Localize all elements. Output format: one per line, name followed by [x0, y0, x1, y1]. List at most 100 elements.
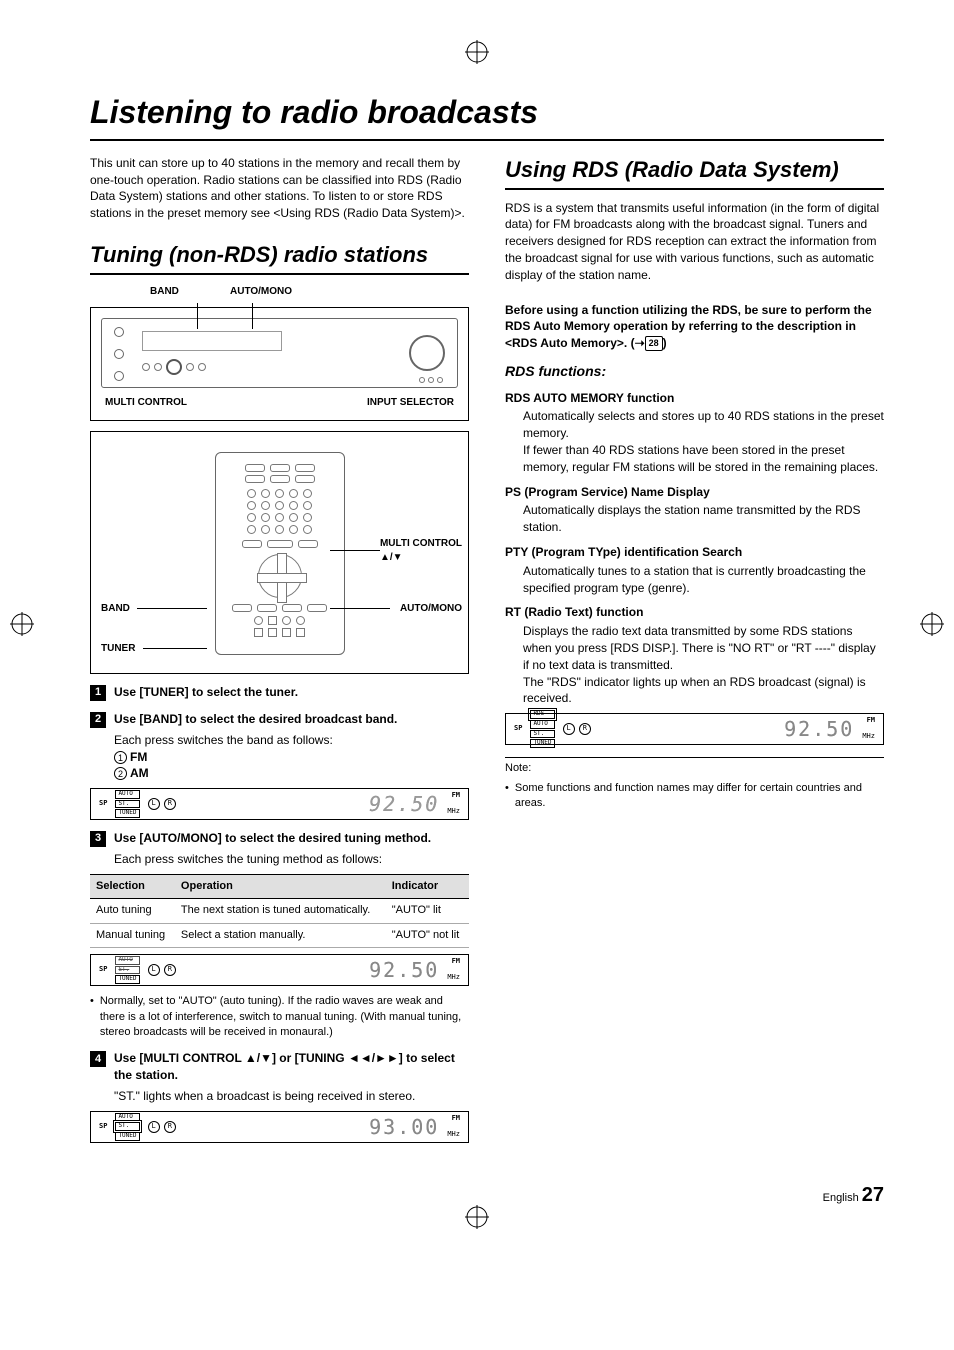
table-row: Auto tuning The next station is tuned au… [90, 899, 469, 923]
step-num-1: 1 [90, 685, 106, 701]
lcd-auto-3: AUTO [115, 1113, 139, 1122]
lcd-fm: FM [452, 791, 460, 801]
lcd-r-r: R [579, 723, 591, 735]
tuning-note-text: Normally, set to "AUTO" (auto tuning). I… [100, 994, 469, 1040]
footer-lang: English [823, 1192, 859, 1204]
func-pty-title: PTY (Program TYpe) identification Search [505, 544, 884, 561]
lcd-sp: SP [99, 799, 107, 809]
crop-mark-left [10, 612, 34, 636]
rds-functions-heading: RDS functions: [505, 362, 884, 382]
table-row: Manual tuning Select a station manually.… [90, 923, 469, 947]
lcd-st-3: ST. [115, 1122, 139, 1131]
rds-note: • Some functions and function names may … [505, 781, 884, 812]
func-ps-title: PS (Program Service) Name Display [505, 484, 884, 501]
lcd-tuned-r: TUNED [530, 739, 554, 748]
lcd-st: ST. [115, 800, 139, 809]
lcd-sp-r: SP [514, 724, 522, 734]
step-num-2: 2 [90, 712, 106, 728]
step-2-body-text: Each press switches the band as follows: [114, 733, 333, 747]
step-2: 2 Use [BAND] to select the desired broad… [90, 711, 469, 728]
lcd-fm-3: FM [452, 1114, 460, 1124]
crop-mark-bottom [465, 1205, 489, 1229]
lcd-display-2: SP AUTO ST. TUNED LR 92.50 FMMHz [90, 954, 469, 986]
td-manual-ind: "AUTO" not lit [386, 923, 469, 947]
lcd-r: R [164, 798, 176, 810]
lcd-sp-2: SP [99, 965, 107, 975]
label-auto-mono2: AUTO/MONO [400, 602, 462, 616]
rds-before-a: Before using a function utilizing the RD… [505, 303, 872, 351]
section-rds: Using RDS (Radio Data System) [505, 155, 884, 190]
intro-text: This unit can store up to 40 stations in… [90, 155, 469, 222]
step-4-text: Use [MULTI CONTROL ▲/▼] or [TUNING ◄◄/►►… [114, 1050, 469, 1084]
lcd-st-off: ST. [115, 966, 139, 975]
label-band: BAND [150, 285, 179, 299]
label-multi-control-arrows: MULTI CONTROL ▲/▼ [380, 537, 462, 565]
rds-before: Before using a function utilizing the RD… [505, 302, 884, 352]
lcd-st-r: ST. [530, 730, 554, 739]
note-heading: Note: [505, 757, 884, 776]
receiver-diagram: MULTI CONTROL INPUT SELECTOR [90, 307, 469, 421]
step-4: 4 Use [MULTI CONTROL ▲/▼] or [TUNING ◄◄/… [90, 1050, 469, 1084]
lcd-mhz-r: MHz [862, 732, 875, 742]
lcd-r-3: R [164, 1121, 176, 1133]
lcd-tuned: TUNED [115, 809, 139, 818]
lcd-display-3: SP AUTO ST. TUNED LR 93.00 FMMHz [90, 1111, 469, 1143]
th-operation: Operation [175, 874, 386, 898]
td-auto-ind: "AUTO" lit [386, 899, 469, 923]
label-input-selector: INPUT SELECTOR [367, 396, 454, 410]
th-selection: Selection [90, 874, 175, 898]
section-tuning: Tuning (non-RDS) radio stations [90, 240, 469, 275]
circled-2: 2 [114, 767, 127, 780]
page-title: Listening to radio broadcasts [90, 90, 884, 141]
lcd-l: L [148, 798, 160, 810]
lcd-freq-r: 92.50 [784, 715, 854, 743]
remote-diagram: MULTI CONTROL ▲/▼ BAND AUTO/MONO TUNER [90, 431, 469, 674]
label-tuner: TUNER [101, 642, 135, 656]
crop-mark-top [465, 40, 489, 64]
step-2-text: Use [BAND] to select the desired broadca… [114, 711, 397, 728]
rds-before-b: ) [663, 336, 667, 350]
crop-mark-right [920, 612, 944, 636]
step-num-4: 4 [90, 1051, 106, 1067]
func-rt-title: RT (Radio Text) function [505, 604, 884, 621]
receiver-body [101, 318, 458, 388]
lcd-auto: AUTO [115, 790, 139, 799]
step-1-text: Use [TUNER] to select the tuner. [114, 684, 298, 701]
lcd-mhz-2: MHz [447, 973, 460, 983]
func-rt-body: Displays the radio text data transmitted… [523, 623, 884, 707]
rds-note-text: Some functions and function names may di… [515, 781, 884, 812]
page-ref-28: 28 [645, 336, 663, 351]
step-3: 3 Use [AUTO/MONO] to select the desired … [90, 830, 469, 847]
tuning-note: • Normally, set to "AUTO" (auto tuning).… [90, 994, 469, 1040]
lcd-freq-2: 92.50 [369, 956, 439, 984]
lcd-tuned-3: TUNED [115, 1132, 139, 1141]
label-band2: BAND [101, 602, 130, 616]
func-auto-memory-body: Automatically selects and stores up to 4… [523, 408, 884, 475]
lcd-display-1: SP AUTO ST. TUNED LR 92.50 FMMHz [90, 788, 469, 820]
footer-page-num: 27 [862, 1184, 884, 1206]
left-column: This unit can store up to 40 stations in… [90, 155, 469, 1151]
lcd-auto-off: AUTO [115, 956, 139, 965]
td-manual-op: Select a station manually. [175, 923, 386, 947]
lcd-mhz-3: MHz [447, 1130, 460, 1140]
receiver-diagram-wrap: BAND AUTO/MONO [90, 285, 469, 421]
step-3-text: Use [AUTO/MONO] to select the desired tu… [114, 830, 431, 847]
lcd-l-3: L [148, 1121, 160, 1133]
lcd-fm-r: FM [867, 716, 875, 726]
circled-1: 1 [114, 751, 127, 764]
td-auto-op: The next station is tuned automatically. [175, 899, 386, 923]
step-2-body: Each press switches the band as follows:… [114, 732, 469, 782]
lcd-tuned-2: TUNED [115, 975, 139, 984]
label-auto-mono: AUTO/MONO [230, 285, 292, 299]
func-pty-body: Automatically tunes to a station that is… [523, 563, 884, 597]
remote-body [215, 452, 345, 655]
lcd-freq-3: 93.00 [369, 1113, 439, 1141]
right-column: Using RDS (Radio Data System) RDS is a s… [505, 155, 884, 1151]
step-4-body: "ST." lights when a broadcast is being r… [114, 1088, 469, 1105]
func-auto-memory-title: RDS AUTO MEMORY function [505, 390, 884, 407]
lcd-l-r: L [563, 723, 575, 735]
step-num-3: 3 [90, 831, 106, 847]
tuning-table: Selection Operation Indicator Auto tunin… [90, 874, 469, 948]
lcd-mhz: MHz [447, 807, 460, 817]
rds-intro: RDS is a system that transmits useful in… [505, 200, 884, 284]
